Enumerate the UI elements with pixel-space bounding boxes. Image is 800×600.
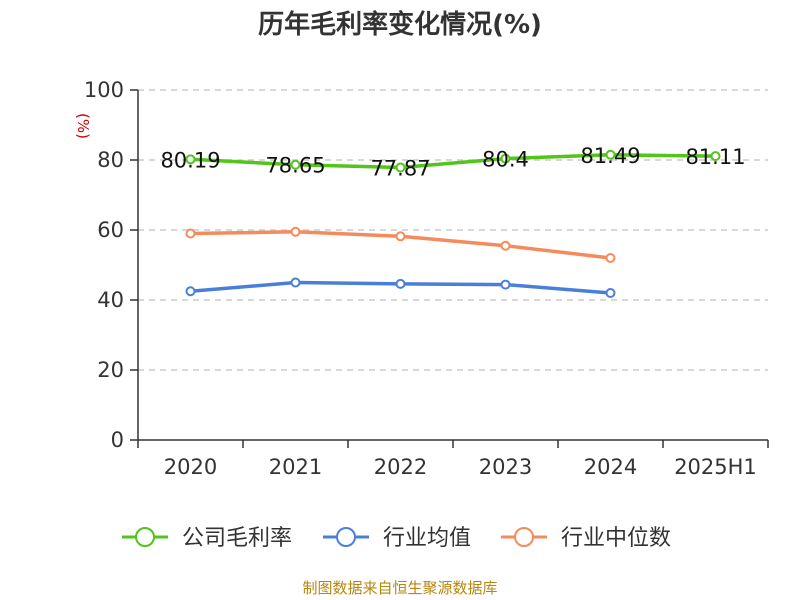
company-gross-margin-line: [188, 153, 718, 170]
y-axis-unit-label: (%): [74, 113, 92, 139]
data-label: 81.11: [685, 145, 745, 169]
y-tick-label: 40: [97, 288, 124, 312]
series-layer: [185, 149, 721, 298]
y-tick-label: 20: [97, 358, 124, 382]
industry-mean-point: [500, 279, 511, 290]
chart-title: 历年毛利率变化情况(%): [258, 9, 542, 40]
legend: 公司毛利率 行业均值 行业中位数: [122, 526, 671, 551]
legend-item-company-gross-margin[interactable]: 公司毛利率: [122, 526, 292, 551]
data-label: 77.87: [370, 156, 430, 180]
industry-mean-point: [605, 288, 616, 298]
company-gross-margin-point: [605, 149, 616, 160]
company-gross-margin-point: [710, 151, 721, 162]
industry-median-point: [185, 228, 196, 239]
industry-mean-point: [290, 277, 301, 288]
legend-label: 行业中位数: [561, 526, 671, 551]
legend-item-industry-median[interactable]: 行业中位数: [501, 526, 671, 551]
legend-label: 公司毛利率: [182, 526, 292, 551]
x-tick-label: 2022: [374, 455, 427, 479]
industry-median-point: [395, 231, 406, 242]
legend-circle-marker: [135, 527, 155, 547]
data-label: 80.4: [482, 148, 529, 172]
data-source-note: 制图数据来自恒生聚源数据库: [302, 579, 497, 597]
x-tick-label: 2023: [479, 455, 532, 479]
company-gross-margin-point: [185, 154, 196, 165]
industry-median-point: [500, 240, 511, 251]
data-label: 78.65: [265, 154, 325, 178]
axis-layer: 0 20 40 60 80 100 2020 2021 2022 2023 2024 2025H1: [84, 78, 769, 479]
y-tick-label: 60: [97, 218, 124, 242]
data-label-layer: 80.19 78.65 77.87 80.4 81.49 81.11: [160, 144, 745, 181]
x-tick-label: 2025H1: [674, 455, 757, 479]
legend-label: 行业均值: [383, 526, 471, 551]
legend-circle-marker: [336, 527, 356, 547]
data-label: 80.19: [160, 148, 220, 172]
y-tick-label: 100: [84, 78, 124, 102]
company-gross-margin-point: [395, 162, 406, 173]
legend-item-industry-mean[interactable]: 行业均值: [323, 526, 471, 551]
industry-median-point: [605, 253, 616, 263]
industry-mean-point: [185, 286, 196, 297]
industry-median-point: [290, 226, 301, 237]
company-gross-margin-point: [290, 159, 301, 170]
legend-circle-marker: [514, 527, 534, 547]
y-tick-label: 80: [97, 148, 124, 172]
industry-mean-point: [395, 278, 406, 289]
x-tick-label: 2021: [269, 455, 322, 479]
x-tick-label: 2024: [584, 455, 637, 479]
y-tick-label: 0: [111, 428, 124, 452]
x-tick-label: 2020: [164, 455, 217, 479]
data-label: 81.49: [580, 144, 640, 168]
grid-layer: [138, 89, 768, 371]
company-gross-margin-point: [500, 153, 511, 164]
